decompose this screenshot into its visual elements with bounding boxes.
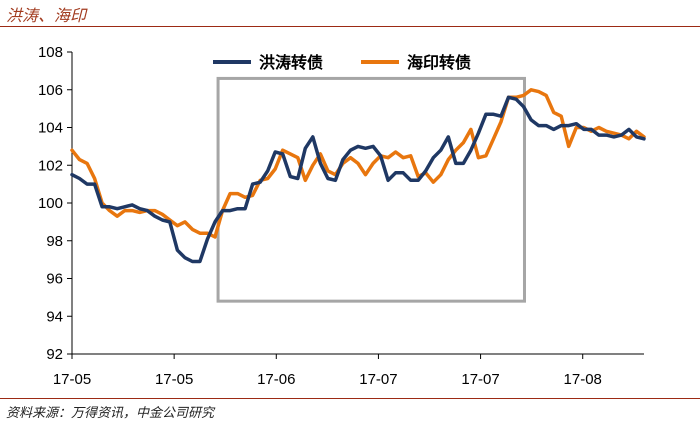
y-tick-label: 94 <box>46 308 63 325</box>
y-tick-label: 104 <box>38 120 63 137</box>
chart-legend: 洪涛转债 海印转债 <box>213 53 471 72</box>
y-tick-label: 102 <box>38 157 63 174</box>
x-tick-label: 17-06 <box>257 371 295 388</box>
chart-axes: 92 94 96 98 100 102 104 106 108 17-05 17-05 17-06 17… <box>38 44 644 388</box>
y-tick-label: 92 <box>46 346 63 363</box>
legend-label: 洪涛转债 <box>259 53 323 72</box>
x-tick-label: 17-07 <box>359 371 397 388</box>
chart-series <box>70 88 646 264</box>
x-tick-label: 17-08 <box>564 371 602 388</box>
chart-title: 洪涛、海印 <box>6 6 87 25</box>
highlight-rectangle <box>216 76 526 303</box>
header-divider <box>0 26 700 27</box>
y-tick-label: 98 <box>46 233 63 250</box>
source-note: 资料来源：万得资讯，中金公司研究 <box>6 406 215 421</box>
series-line-hongtao <box>70 95 646 264</box>
line-chart: 92 94 96 98 100 102 104 106 108 17-05 17-05 17-06 17… <box>38 44 646 388</box>
y-tick-label: 100 <box>38 195 63 212</box>
x-tick-label: 17-05 <box>53 371 91 388</box>
footer-divider <box>0 398 700 399</box>
x-tick-label: 17-05 <box>155 371 193 388</box>
series-line-haiyin <box>70 88 646 239</box>
y-tick-label: 96 <box>46 271 63 288</box>
y-tick-label: 106 <box>38 82 63 99</box>
legend-label: 海印转债 <box>407 53 471 72</box>
x-tick-label: 17-07 <box>461 371 499 388</box>
y-tick-label: 108 <box>38 44 63 61</box>
highlight-box <box>216 76 526 303</box>
